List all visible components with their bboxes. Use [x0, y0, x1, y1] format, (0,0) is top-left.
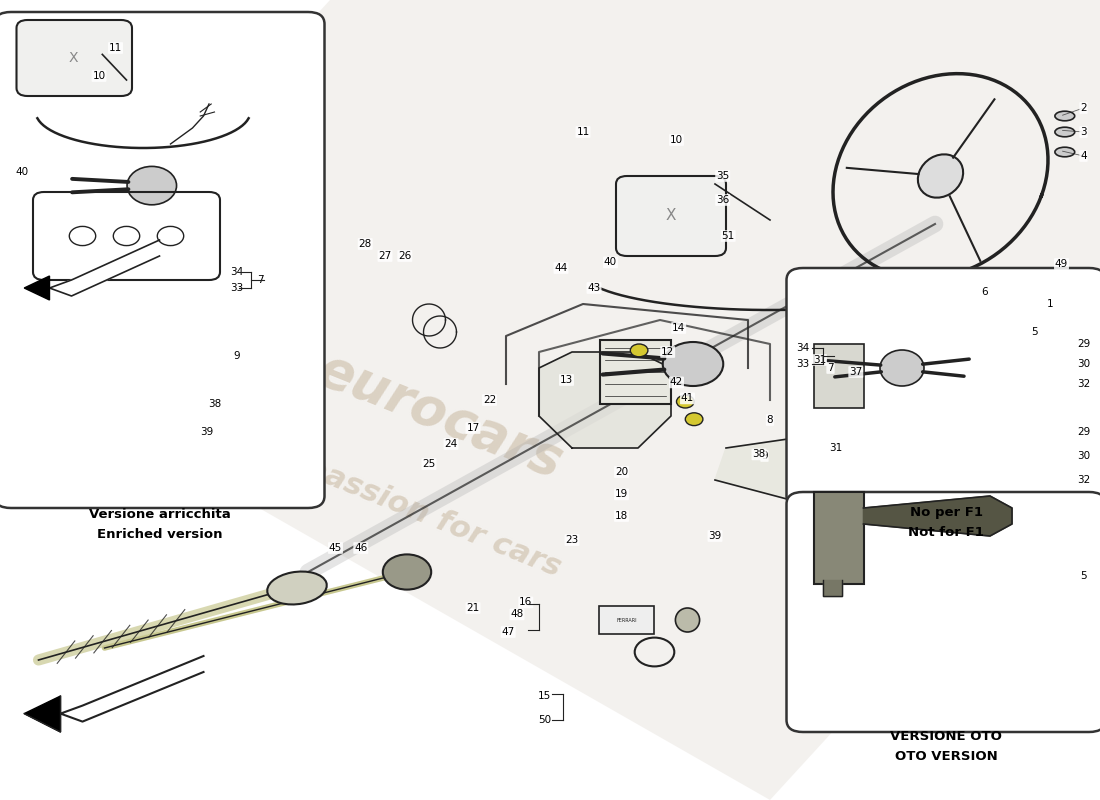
Text: 23: 23: [565, 535, 579, 545]
Text: 48: 48: [510, 610, 524, 619]
Text: 33: 33: [796, 359, 810, 369]
Text: No per F1: No per F1: [910, 506, 982, 519]
Text: 32: 32: [1077, 475, 1090, 485]
Text: 39: 39: [200, 427, 213, 437]
Text: VERSIONE OTO: VERSIONE OTO: [890, 730, 1002, 743]
Text: X: X: [666, 209, 676, 223]
Text: 36: 36: [716, 195, 729, 205]
Text: Enriched version: Enriched version: [97, 528, 222, 541]
Ellipse shape: [1055, 127, 1075, 137]
Polygon shape: [864, 496, 1012, 536]
Circle shape: [383, 554, 431, 590]
Text: Versione arricchita: Versione arricchita: [89, 508, 230, 521]
FancyBboxPatch shape: [786, 268, 1100, 508]
Text: 40: 40: [15, 167, 29, 177]
FancyBboxPatch shape: [16, 20, 132, 96]
Text: 5: 5: [1031, 327, 1037, 337]
Text: 32: 32: [1077, 379, 1090, 389]
Text: 1: 1: [1047, 299, 1054, 309]
Text: 34: 34: [796, 343, 810, 353]
Text: 46: 46: [354, 543, 367, 553]
Text: 41: 41: [681, 394, 694, 403]
Bar: [814, 344, 864, 408]
Text: 37: 37: [849, 367, 862, 377]
Bar: [600, 340, 671, 404]
Ellipse shape: [267, 571, 327, 605]
FancyBboxPatch shape: [0, 12, 324, 508]
Text: 10: 10: [92, 71, 106, 81]
Ellipse shape: [128, 166, 176, 205]
Polygon shape: [60, 656, 204, 722]
Ellipse shape: [662, 342, 724, 386]
Text: 8: 8: [767, 415, 773, 425]
Text: 20: 20: [615, 467, 628, 477]
Text: 49: 49: [1055, 259, 1068, 269]
Circle shape: [676, 395, 694, 408]
Text: OTO VERSION: OTO VERSION: [894, 750, 998, 763]
Circle shape: [630, 344, 648, 357]
Text: 38: 38: [752, 450, 766, 459]
Text: 5: 5: [1080, 571, 1087, 581]
Text: 31: 31: [813, 355, 826, 365]
Text: 18: 18: [615, 511, 628, 521]
Text: 30: 30: [1077, 359, 1090, 369]
FancyBboxPatch shape: [616, 176, 726, 256]
Bar: [600, 606, 654, 634]
Text: 28: 28: [359, 239, 372, 249]
Text: 10: 10: [670, 135, 683, 145]
Text: 13: 13: [560, 375, 573, 385]
Text: 45: 45: [329, 543, 342, 553]
Text: Not for F1: Not for F1: [909, 526, 983, 539]
Text: 31: 31: [829, 443, 843, 453]
Polygon shape: [24, 276, 50, 300]
Ellipse shape: [1055, 147, 1075, 157]
Text: 7: 7: [827, 363, 834, 373]
Text: 24: 24: [444, 439, 458, 449]
Text: 14: 14: [672, 323, 685, 333]
Text: 16: 16: [519, 598, 532, 607]
Text: eurocars: eurocars: [310, 343, 570, 489]
Text: 27: 27: [378, 251, 392, 261]
Text: 26: 26: [398, 251, 411, 261]
Text: 11: 11: [109, 43, 122, 53]
Text: 39: 39: [708, 531, 722, 541]
FancyBboxPatch shape: [786, 492, 1100, 732]
Text: 15: 15: [538, 691, 551, 701]
Text: 4: 4: [1080, 151, 1087, 161]
Ellipse shape: [880, 350, 924, 386]
Text: 35: 35: [716, 171, 729, 181]
Text: 22: 22: [483, 395, 496, 405]
Text: 17: 17: [466, 423, 480, 433]
Polygon shape: [539, 352, 671, 448]
Text: 7: 7: [257, 275, 264, 285]
Ellipse shape: [917, 154, 964, 198]
Polygon shape: [50, 240, 160, 296]
Text: 40: 40: [604, 258, 617, 267]
Text: 29: 29: [1077, 339, 1090, 349]
Ellipse shape: [1055, 111, 1075, 121]
Text: 34: 34: [230, 267, 243, 277]
Polygon shape: [792, 320, 880, 384]
Text: 25: 25: [422, 459, 436, 469]
Text: 30: 30: [1077, 451, 1090, 461]
Bar: [814, 492, 864, 584]
Ellipse shape: [675, 608, 700, 632]
Text: 11: 11: [576, 127, 590, 137]
Text: 51: 51: [722, 231, 735, 241]
Text: 33: 33: [230, 283, 243, 293]
Text: 12: 12: [661, 347, 674, 357]
Text: 9: 9: [233, 351, 240, 361]
Text: 2: 2: [1080, 103, 1087, 113]
Text: 29: 29: [1077, 427, 1090, 437]
Text: 47: 47: [502, 627, 515, 637]
Text: FERRARI: FERRARI: [617, 618, 637, 622]
Polygon shape: [24, 696, 60, 732]
Text: 21: 21: [466, 603, 480, 613]
Text: 38: 38: [208, 399, 221, 409]
Polygon shape: [823, 580, 842, 596]
Polygon shape: [715, 432, 880, 512]
Text: 19: 19: [615, 490, 628, 499]
Text: 9: 9: [761, 451, 768, 461]
Text: X: X: [69, 51, 78, 66]
